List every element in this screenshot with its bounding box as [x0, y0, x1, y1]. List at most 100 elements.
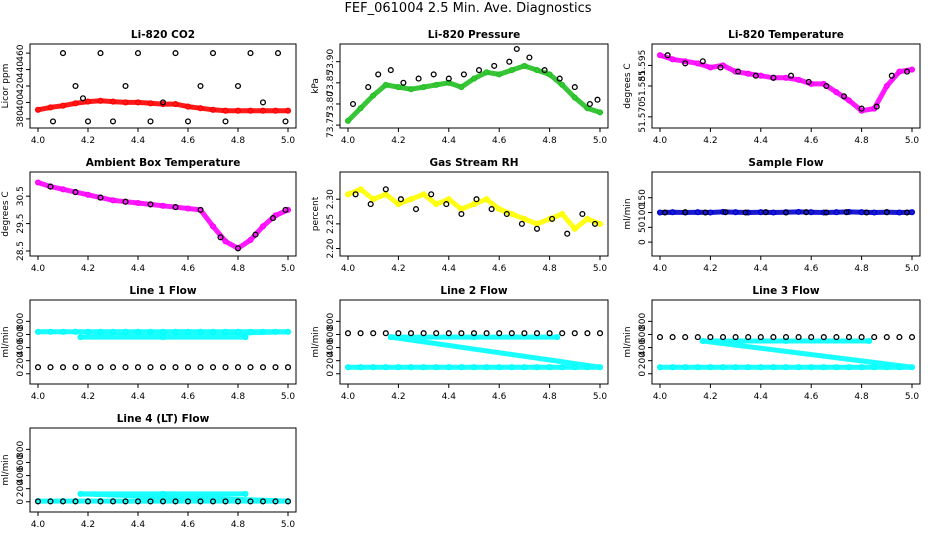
li-820-pressure-point-black [526, 54, 533, 61]
li-820-temperature-point-magenta [682, 58, 689, 65]
line-2-flow-point-black [533, 330, 541, 337]
line-1-flow-ytick-label: 400 [16, 339, 26, 356]
line-2-flow-point-black [571, 330, 578, 337]
li-820-co2-ytick-label: 420 [16, 77, 26, 94]
line-2-flow-xtick-label: 4.8 [542, 392, 557, 402]
line-3-flow-point-cyan [858, 364, 865, 371]
sample-flow-point-blue [833, 209, 840, 216]
line-1-flow-point-cyan [34, 328, 42, 335]
li-820-pressure-point-green [559, 81, 566, 88]
line-4-lt-flow-cyan-band [35, 491, 291, 504]
line-2-flow-point-black [445, 330, 452, 337]
line-1-flow-point-cyan [197, 328, 204, 335]
sample-flow-point-blue [732, 209, 739, 216]
li-820-temperature-point-magenta [833, 89, 840, 96]
li-820-pressure-point-black [375, 71, 382, 78]
line-4-lt-flow-point-black [234, 498, 242, 505]
line-2-flow-point-cyan [458, 364, 465, 371]
line-3-flow-xtick-label: 4.0 [653, 392, 668, 402]
line-2-flow-point-black [559, 330, 566, 337]
li-820-temperature-point-black [682, 60, 689, 67]
li-820-temperature-xtick-label: 5.0 [905, 136, 920, 146]
ambient-box-temperature-point-magenta [109, 197, 117, 204]
li-820-co2-point-red [197, 105, 204, 112]
line-2-flow-point-black [370, 330, 377, 337]
line-4-lt-flow-ytick-label: 800 [16, 441, 26, 458]
line-4-lt-flow-point-black [209, 498, 217, 505]
line-1-flow-point-cyan [59, 328, 67, 335]
li-820-pressure-point-green [370, 92, 377, 99]
line-3-flow-point-cyan [871, 364, 878, 371]
line-3-flow-point-black [782, 334, 790, 341]
li-820-pressure-ytick-label: 73.75 [326, 112, 336, 138]
li-820-temperature-point-black [903, 68, 911, 75]
gas-stream-rh-point-black [488, 206, 495, 213]
line-4-lt-flow-point-black [222, 498, 229, 505]
line-3-flow-point-cyan [782, 337, 790, 345]
ambient-box-temperature-ylabel: degrees C [1, 191, 11, 236]
line-3-flow-frame [651, 299, 921, 385]
li-820-pressure-point-green [420, 84, 427, 91]
ambient-box-temperature-point-magenta [84, 191, 92, 198]
li-820-pressure-point-black [365, 84, 372, 91]
line-4-lt-flow-point-black [247, 498, 254, 505]
li-820-pressure-xtick-label: 4.8 [542, 136, 557, 146]
li-820-co2-xtick-label: 4.0 [31, 136, 46, 146]
li-820-co2-point-red [209, 106, 217, 113]
line-3-flow-point-black [682, 334, 689, 341]
li-820-co2-series-black [49, 50, 289, 125]
line-3-flow-point-black [833, 334, 840, 341]
gas-stream-rh-point-yellow [445, 196, 452, 203]
sample-flow-point-blue [694, 209, 701, 216]
sample-flow-xtick-label: 4.0 [653, 264, 668, 274]
gas-stream-rh-point-yellow [496, 206, 503, 213]
line-4-lt-flow-series-black [34, 498, 292, 505]
li-820-pressure-point-green [508, 67, 515, 74]
li-820-pressure-point-green [458, 84, 465, 91]
line-2-flow-point-cyan [357, 364, 364, 371]
line-2-flow-point-black [407, 330, 415, 337]
line-1-flow-point-black [47, 364, 54, 371]
li-820-pressure-point-green [533, 67, 541, 74]
line-1-flow-point-cyan [259, 328, 267, 335]
li-820-pressure-point-black [445, 75, 452, 82]
li-820-temperature-xtick-label: 4.0 [653, 136, 668, 146]
sample-flow-point-blue [795, 208, 802, 215]
line-4-lt-flow-series-cyan [34, 490, 292, 505]
li-820-temperature-point-magenta [896, 68, 903, 75]
line-1-flow-ytick-label: 200 [16, 352, 26, 369]
line-2-flow-ytick-label: 400 [326, 339, 336, 356]
sample-flow-point-blue [871, 209, 878, 216]
sample-flow-point-black [782, 209, 790, 216]
li-820-temperature-point-magenta [782, 74, 790, 81]
gas-stream-rh-point-black [367, 201, 374, 208]
li-820-temperature-xtick-label: 4.4 [754, 136, 769, 146]
line-3-flow-point-black [757, 334, 764, 341]
sample-flow-title: Sample Flow [748, 157, 823, 169]
ambient-box-temperature-point-magenta [209, 223, 217, 230]
line-4-lt-flow-point-black [59, 498, 67, 505]
line-3-flow-xtick-label: 5.0 [905, 392, 920, 402]
sample-flow-point-black [903, 209, 911, 216]
ambient-box-temperature-point-magenta [247, 236, 254, 244]
line-2-flow-series-cyan [344, 334, 604, 371]
li-820-pressure-ylabel: kPa [311, 78, 321, 94]
li-820-co2-ytick-label: 460 [16, 44, 26, 61]
li-820-pressure-point-green [546, 71, 553, 78]
ambient-box-temperature-series-black [47, 183, 289, 252]
gas-stream-rh-point-black [533, 225, 541, 232]
line-2-flow-point-black [344, 330, 352, 337]
line-1-flow-point-cyan [134, 328, 142, 335]
line-1-flow-point-black [34, 364, 42, 371]
line-2-flow-point-black [546, 330, 553, 337]
sample-flow-ytick-label: 0 [638, 239, 648, 245]
li-820-co2-point-black [72, 82, 79, 90]
line-4-lt-flow-point-black [259, 498, 267, 505]
line-2-flow-point-cyan [521, 364, 528, 371]
li-820-co2-point-red [122, 99, 129, 106]
line-2-flow-point-black [433, 330, 440, 337]
ambient-box-temperature-point-magenta [134, 199, 142, 207]
sample-flow-ytick-label: 150 [638, 189, 648, 206]
sample-flow-point-blue [745, 209, 752, 216]
sample-flow-point-blue [770, 209, 777, 216]
